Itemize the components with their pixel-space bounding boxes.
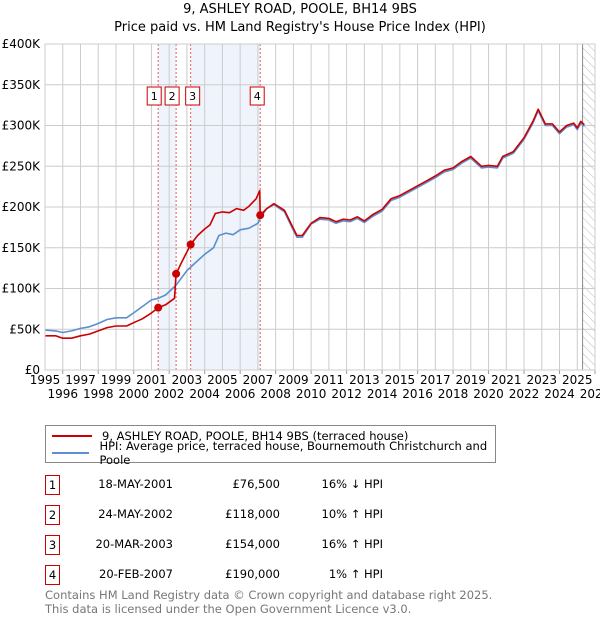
y-tick-label: £0	[25, 363, 40, 377]
transaction-label-box: 1	[146, 86, 162, 106]
x-tick-label: 2023	[527, 373, 558, 387]
transaction-number-badge: 2	[45, 505, 60, 525]
sale-point	[256, 211, 265, 220]
transaction-number-badge: 4	[45, 565, 60, 585]
transaction-price: £154,000	[225, 537, 280, 551]
transaction-price: £118,000	[225, 507, 280, 521]
chart-subtitle: Price paid vs. HM Land Registry's House …	[114, 20, 486, 35]
transaction-label-border	[164, 86, 180, 106]
legend-label: 9, ASHLEY ROAD, POOLE, BH14 9BS (terrace…	[102, 429, 409, 443]
transaction-hpi-diff: 10% ↑ HPI	[321, 507, 383, 521]
sale-point	[186, 240, 195, 249]
footer: Contains HM Land Registry data © Crown c…	[45, 588, 492, 616]
y-tick-label: £400K	[2, 37, 42, 51]
transaction-label-number: 1	[151, 90, 158, 103]
x-tick-label: 2010	[296, 387, 327, 401]
y-tick-label: £350K	[2, 78, 42, 92]
y-tick-label: £200K	[2, 200, 42, 214]
transaction-row: 1 18-MAY-2001 £76,500 16% ↓ HPI	[45, 475, 445, 495]
transaction-price: £190,000	[225, 567, 280, 581]
sale-point	[172, 269, 181, 278]
legend-label: HPI: Average price, terraced house, Bour…	[99, 439, 488, 467]
transaction-label-number: 2	[169, 90, 176, 103]
transaction-row: 4 20-FEB-2007 £190,000 1% ↑ HPI	[45, 565, 445, 585]
transaction-label-box: 3	[185, 86, 201, 106]
legend: 9, ASHLEY ROAD, POOLE, BH14 9BS (terrace…	[45, 425, 496, 467]
x-tick-label: 2002	[154, 387, 185, 401]
legend-swatch-hpi	[52, 452, 90, 454]
x-tick-label: 2019	[456, 373, 487, 387]
x-tick-label: 2009	[278, 373, 309, 387]
plot-border	[44, 43, 596, 371]
transaction-date: 18-MAY-2001	[98, 477, 173, 491]
x-tick-label: 2013	[349, 373, 380, 387]
transaction-label-box: 2	[164, 86, 180, 106]
x-tick-label: 1998	[83, 387, 114, 401]
transaction-label-border	[249, 86, 265, 106]
legend-swatch-property	[52, 435, 92, 437]
y-tick-label: £300K	[2, 119, 42, 133]
transaction-number-badge: 3	[45, 535, 60, 555]
legend-item-hpi: HPI: Average price, terraced house, Bour…	[52, 439, 495, 467]
x-tick-label: 2015	[385, 373, 416, 387]
x-tick-label: 1996	[47, 387, 78, 401]
y-tick-label: £250K	[2, 159, 42, 173]
x-tick-label: 1999	[101, 373, 132, 387]
x-tick-label: 2016	[402, 387, 433, 401]
y-tick-label: £50K	[9, 322, 41, 336]
x-tick-label: 2007	[243, 373, 274, 387]
transaction-number-badge: 1	[45, 475, 60, 495]
x-tick-label: 2014	[367, 387, 398, 401]
footer-copyright: Contains HM Land Registry data © Crown c…	[45, 588, 493, 602]
x-tick-label: 2004	[189, 387, 220, 401]
x-tick-label: 2003	[172, 373, 203, 387]
x-tick-label: 2005	[207, 373, 238, 387]
transaction-date: 20-MAR-2003	[95, 537, 173, 551]
legend-item-property: 9, ASHLEY ROAD, POOLE, BH14 9BS (terrace…	[52, 428, 408, 444]
x-tick-label: 2012	[331, 387, 362, 401]
transaction-row: 3 20-MAR-2003 £154,000 16% ↑ HPI	[45, 535, 445, 555]
x-tick-label: 2022	[509, 387, 540, 401]
x-tick-label: 2006	[225, 387, 256, 401]
x-tick-label: 2017	[420, 373, 451, 387]
x-tick-label: 2020	[473, 387, 504, 401]
x-tick-label: 1997	[65, 373, 96, 387]
transaction-row: 2 24-MAY-2002 £118,000 10% ↑ HPI	[45, 505, 445, 525]
x-tick-label: 1995	[30, 373, 61, 387]
sale-point	[154, 303, 163, 312]
transaction-price: £76,500	[232, 477, 280, 491]
y-tick-label: £100K	[2, 282, 42, 296]
property-price-line	[45, 108, 585, 340]
x-tick-label: 2001	[136, 373, 167, 387]
x-tick-label: 2026	[580, 387, 600, 401]
transaction-label-box: 4	[249, 86, 265, 106]
transaction-date: 20-FEB-2007	[99, 567, 173, 581]
x-tick-label: 2018	[438, 387, 469, 401]
transaction-date: 24-MAY-2002	[98, 507, 173, 521]
x-tick-label: 2011	[314, 373, 345, 387]
transaction-hpi-diff: 16% ↓ HPI	[321, 477, 383, 491]
x-tick-label: 2024	[544, 387, 575, 401]
transaction-hpi-diff: 1% ↑ HPI	[328, 567, 383, 581]
x-tick-label: 2000	[118, 387, 149, 401]
hpi-line	[44, 110, 585, 334]
transaction-label-border	[185, 86, 201, 106]
transaction-hpi-diff: 16% ↑ HPI	[321, 537, 383, 551]
footer-licence: This data is licensed under the Open Gov…	[45, 602, 412, 616]
chart-title: 9, ASHLEY ROAD, POOLE, BH14 9BS	[183, 2, 417, 17]
price-chart: 1995199619971998199920002001200220032004…	[2, 37, 600, 401]
transaction-label-number: 4	[254, 90, 261, 103]
x-tick-label: 2021	[491, 373, 522, 387]
y-tick-label: £150K	[2, 241, 42, 255]
transaction-label-number: 3	[189, 90, 196, 103]
x-tick-label: 2025	[562, 373, 593, 387]
transaction-label-border	[146, 86, 162, 106]
x-tick-label: 2008	[260, 387, 291, 401]
